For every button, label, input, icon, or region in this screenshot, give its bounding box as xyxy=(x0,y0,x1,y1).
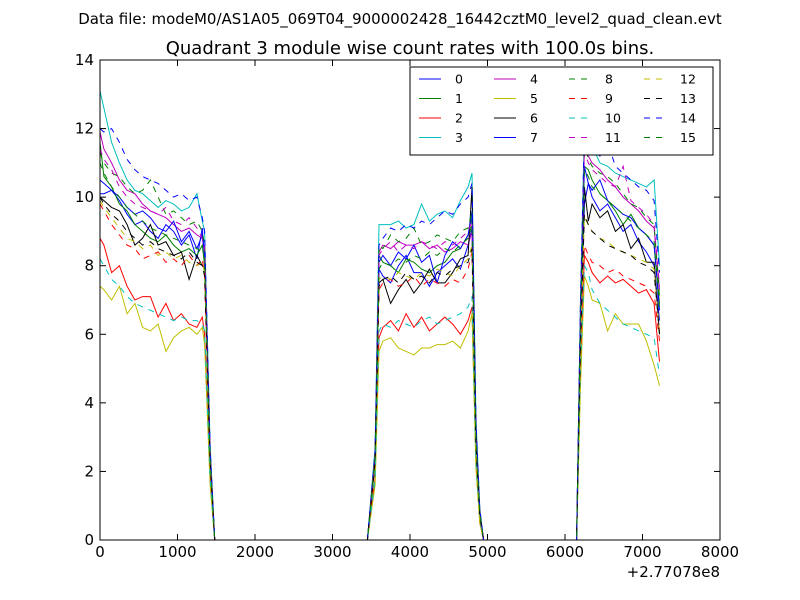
series-line-8 xyxy=(100,142,660,540)
legend-label-8: 8 xyxy=(605,72,613,87)
legend-label-0: 0 xyxy=(455,72,463,87)
y-tick-label: 12 xyxy=(75,120,94,138)
legend-label-12: 12 xyxy=(680,72,696,87)
series-line-1 xyxy=(100,142,660,540)
legend-label-7: 7 xyxy=(530,130,538,145)
x-tick-label: 3000 xyxy=(313,543,351,561)
legend-label-9: 9 xyxy=(605,91,613,106)
legend-label-10: 10 xyxy=(605,111,621,126)
y-tick-label: 6 xyxy=(84,325,94,343)
series-line-13 xyxy=(100,196,660,540)
legend-label-4: 4 xyxy=(530,72,538,87)
series-line-5 xyxy=(100,275,660,540)
series-line-14 xyxy=(100,127,660,540)
legend-label-15: 15 xyxy=(680,130,696,145)
series-line-0 xyxy=(100,183,660,540)
y-tick-label: 14 xyxy=(75,51,94,69)
series-line-10 xyxy=(100,258,660,540)
series-line-7 xyxy=(100,166,660,540)
x-tick-label: 5000 xyxy=(468,543,506,561)
chart-title: Quadrant 3 module wise count rates with … xyxy=(166,38,655,59)
x-tick-label: 4000 xyxy=(391,543,429,561)
series-line-9 xyxy=(100,203,660,540)
x-tick-label: 6000 xyxy=(546,543,584,561)
series-line-2 xyxy=(100,238,660,540)
legend-label-14: 14 xyxy=(680,111,696,126)
series-line-6 xyxy=(100,186,660,540)
series-line-3 xyxy=(100,90,660,540)
y-tick-label: 0 xyxy=(84,531,94,549)
x-tick-label: 8000 xyxy=(701,543,739,561)
x-tick-label: 0 xyxy=(95,543,105,561)
legend-box xyxy=(409,66,714,156)
axis-ticks: 0 1000 2000 3000 4000 5000 6000 7000 80000246810… xyxy=(75,51,739,561)
y-tick-label: 10 xyxy=(75,188,94,206)
x-tick-label: 1000 xyxy=(158,543,196,561)
series-line-11 xyxy=(100,148,660,540)
legend-label-1: 1 xyxy=(455,91,463,106)
legend-label-11: 11 xyxy=(605,130,621,145)
y-tick-label: 4 xyxy=(84,394,94,412)
chart-suptitle: Data file: modeM0/AS1A05_069T04_90000024… xyxy=(78,10,722,29)
legend-label-5: 5 xyxy=(530,91,538,106)
y-tick-label: 2 xyxy=(84,462,94,480)
x-offset-label: +2.77078e8 xyxy=(627,563,720,581)
series-line-15 xyxy=(100,162,660,540)
legend-label-13: 13 xyxy=(680,91,696,106)
x-tick-label: 2000 xyxy=(236,543,274,561)
series-line-4 xyxy=(100,131,660,540)
legend-label-6: 6 xyxy=(530,111,538,126)
y-tick-label: 8 xyxy=(84,257,94,275)
x-tick-label: 7000 xyxy=(623,543,661,561)
legend-label-2: 2 xyxy=(455,111,463,126)
plot-lines xyxy=(100,90,660,540)
legend-label-3: 3 xyxy=(455,130,463,145)
